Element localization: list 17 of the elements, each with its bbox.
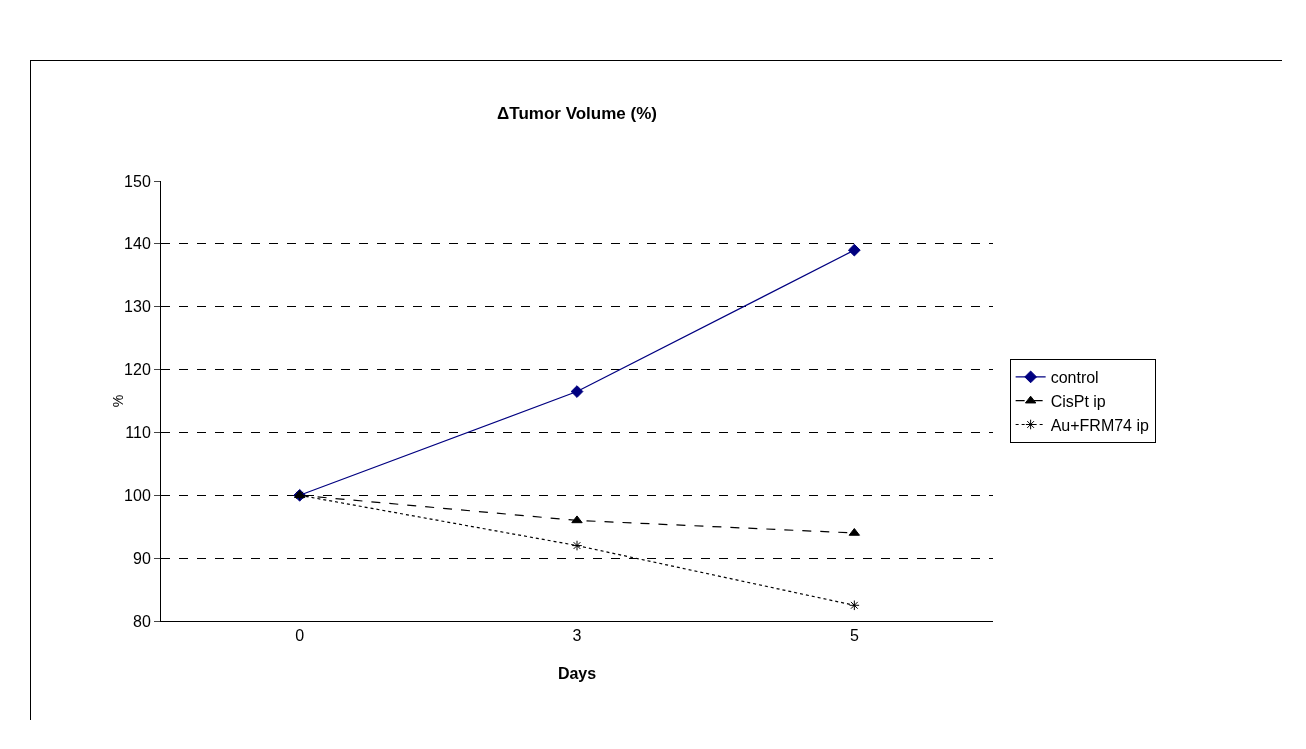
y-tick-label: 90 [133,549,151,567]
y-tick-label: 100 [124,486,151,504]
y-tick-label: 130 [124,298,151,316]
legend-label: CisPt ip [1050,392,1106,410]
x-tick-label: 0 [295,627,305,645]
y-tick-label: 110 [125,424,151,442]
chart-title: ΔTumor Volume (%) [497,104,657,124]
y-tick-label: 140 [124,235,151,253]
x-tick-label: 3 [572,627,582,645]
x-tick-label: 5 [849,627,859,645]
x-axis-title: Days [557,665,597,682]
y-tick-label: 150 [124,172,151,190]
legend-label: Au+FRM74 ip [1050,416,1150,434]
legend-label: control [1050,369,1099,387]
y-tick-label: 80 [133,612,151,630]
y-tick-label: 120 [124,361,151,379]
y-axis-title: % [110,394,126,408]
